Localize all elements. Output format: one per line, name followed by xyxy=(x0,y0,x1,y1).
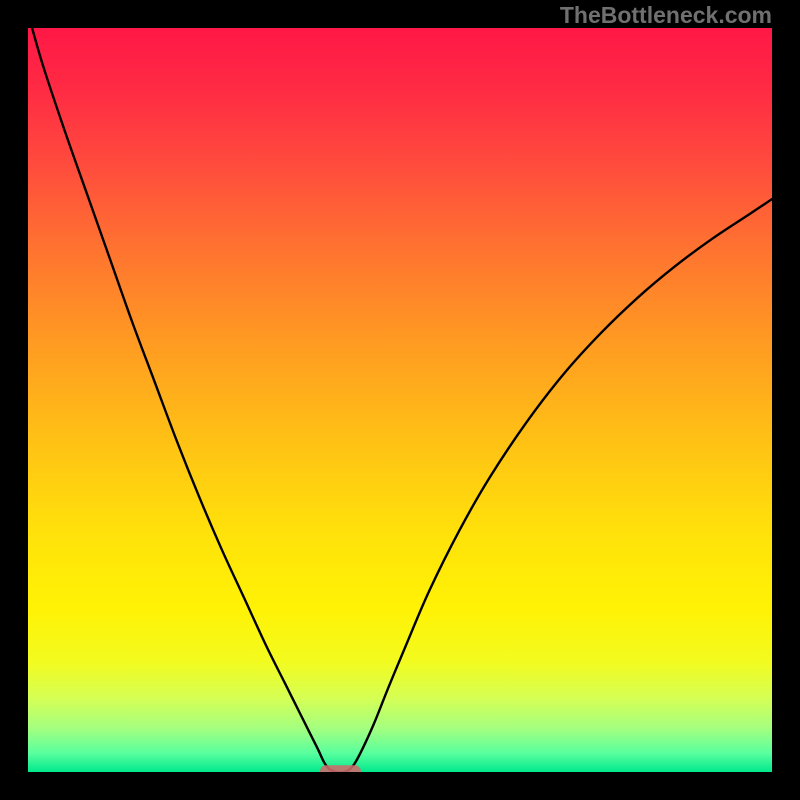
optimal-marker xyxy=(320,765,361,772)
plot-svg xyxy=(28,28,772,772)
plot-area xyxy=(28,28,772,772)
watermark-text: TheBottleneck.com xyxy=(560,2,772,29)
